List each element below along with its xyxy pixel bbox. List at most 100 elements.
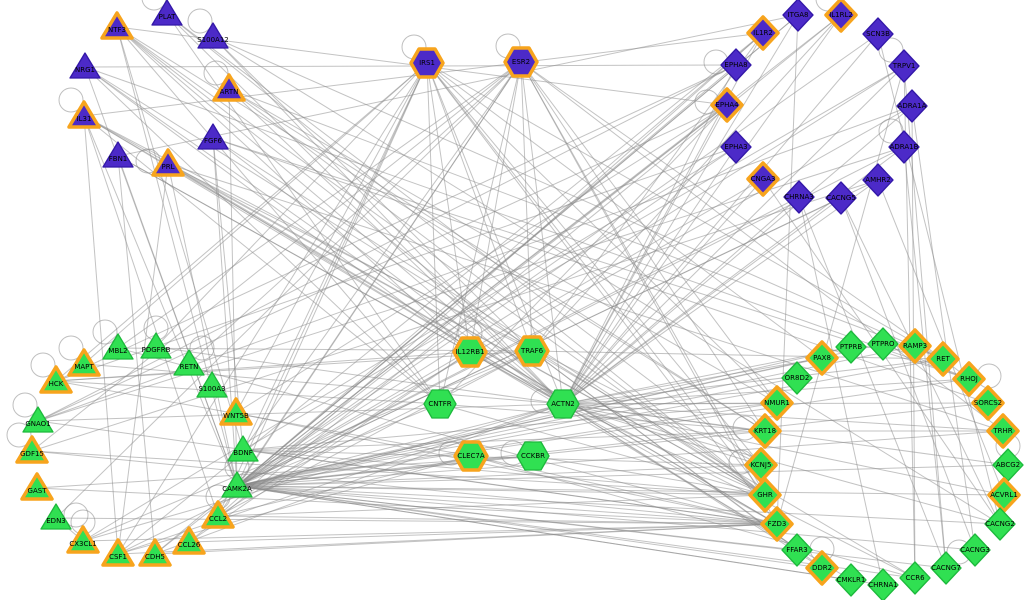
- self-loop-PLAT: [141, 0, 167, 11]
- edge-ITGA8-FZD3: [776, 14, 799, 525]
- edge-IRS1-MAPT: [83, 62, 428, 365]
- node-FGF6[interactable]: FGF6: [197, 123, 229, 150]
- diamond-node-shape: [867, 327, 899, 361]
- edge-ACTN2-CAMK2A: [236, 403, 564, 487]
- node-IL1R2[interactable]: IL1R2: [746, 15, 780, 51]
- edge-GHR-CCL2: [217, 494, 766, 517]
- edge-NTF3-CNTFR: [116, 26, 441, 405]
- node-CLEC7A[interactable]: CLEC7A: [453, 440, 489, 472]
- edge-FZD3-EDN3: [55, 517, 778, 525]
- node-CACNG7[interactable]: CACNG7: [930, 551, 962, 585]
- node-SORCS2[interactable]: SORCS2: [971, 385, 1005, 421]
- edge-CLEC7A-FZD3: [470, 455, 778, 525]
- edge-EPHA3-CX3CL1: [82, 146, 737, 542]
- edge-CNGA3-CAMK2A: [236, 178, 764, 487]
- edge-EPHA8-HCK: [55, 64, 737, 382]
- node-RET[interactable]: RET: [926, 341, 960, 377]
- edge-FBN1-CAMK2A: [117, 155, 238, 487]
- edge-TRAF6-CX3CL1: [82, 350, 533, 542]
- node-TRHR[interactable]: TRHR: [986, 413, 1020, 449]
- node-RHOJ[interactable]: RHOJ: [952, 361, 986, 397]
- edge-EPHA3-HCK: [55, 146, 737, 382]
- node-TRAF6[interactable]: TRAF6: [514, 335, 550, 367]
- node-PAX8[interactable]: PAX8: [805, 340, 839, 376]
- node-CX3CL1[interactable]: CX3CL1: [66, 525, 100, 554]
- node-ACVRL1[interactable]: ACVRL1: [987, 477, 1021, 513]
- node-FBN1[interactable]: FBN1: [102, 141, 134, 168]
- edge-NTF3-BDNF: [116, 26, 244, 451]
- diamond-node-shape: [930, 551, 962, 585]
- edge-CACNG5-CACNG2: [840, 197, 1001, 525]
- triangle-node-shape: [40, 503, 72, 530]
- node-GNAO1[interactable]: GNAO1: [22, 406, 54, 433]
- node-S100A12[interactable]: S100A12: [197, 22, 229, 49]
- edge-CNTFR-KRT18: [439, 403, 766, 432]
- node-CACNG2[interactable]: CACNG2: [984, 507, 1016, 541]
- edge-ACTN2-PDGFRB: [155, 346, 564, 405]
- node-RAMP3[interactable]: RAMP3: [898, 328, 932, 364]
- edge-ADRA1A-CAMK2A: [236, 105, 913, 487]
- node-CSF1[interactable]: CSF1: [101, 538, 135, 567]
- node-FFAR3[interactable]: FFAR3: [781, 533, 813, 567]
- edge-FGF6-ACTN2: [212, 137, 564, 405]
- node-ADRA1A[interactable]: ADRA1A: [896, 89, 928, 123]
- edge-NRG1-EPHA8: [84, 64, 737, 68]
- node-IRS1[interactable]: IRS1: [409, 47, 445, 79]
- node-ADRA1B[interactable]: ADRA1B: [888, 130, 920, 164]
- diamond-node-shape: [899, 561, 931, 595]
- self-loop-GNAO1: [12, 392, 38, 418]
- edge-FGF6-BDNF: [212, 137, 244, 451]
- node-NRG1[interactable]: NRG1: [69, 52, 101, 79]
- edge-IRS1-RET: [426, 62, 944, 360]
- triangle-node-shape: [67, 348, 101, 377]
- edge-ESR2-NMUR1: [520, 61, 778, 404]
- node-CMKLR1[interactable]: CMKLR1: [835, 563, 867, 597]
- node-ESR2[interactable]: ESR2: [503, 46, 539, 78]
- node-PTPRB[interactable]: PTPRB: [835, 330, 867, 364]
- node-GDF15[interactable]: GDF15: [15, 435, 49, 464]
- node-TRPV1[interactable]: TRPV1: [888, 49, 920, 83]
- edge-IL12RB1-CCR6: [469, 351, 916, 579]
- edge-PTPRO-RHOJ: [882, 343, 970, 380]
- node-AMHR2[interactable]: AMHR2: [862, 163, 894, 197]
- diamond-node-shape: [959, 533, 991, 567]
- diamond-node-shape: [971, 385, 1005, 421]
- edge-EPHA3-CAMK2A: [236, 146, 737, 487]
- edge-CAMK2A-KCNJ5: [236, 464, 762, 487]
- edge-FGF6-CAMK2A: [212, 137, 238, 487]
- edge-ESR2-ACTN2: [520, 61, 564, 405]
- node-HCK[interactable]: HCK: [39, 365, 73, 394]
- node-CACNG3[interactable]: CACNG3: [959, 533, 991, 567]
- node-PLAT[interactable]: PLAT: [151, 0, 183, 26]
- edge-IL31-CSF1: [83, 115, 119, 555]
- diamond-node-shape: [862, 163, 894, 197]
- edge-FZD3-CX3CL1: [82, 523, 778, 542]
- node-MAPT[interactable]: MAPT: [67, 348, 101, 377]
- edge-IRS1-WNT5B: [235, 62, 428, 414]
- edge-IRS1-NMUR1: [426, 62, 778, 404]
- diamond-node-shape: [896, 89, 928, 123]
- self-loop-HCK: [30, 352, 56, 378]
- node-CHRNA1[interactable]: CHRNA1: [867, 568, 899, 600]
- edge-ESR2-GHR: [520, 61, 766, 496]
- edge-TRAF6-CCR6: [531, 350, 916, 579]
- edge-IL31-CAMK2A: [83, 115, 238, 487]
- triangle-node-shape: [140, 332, 172, 359]
- diamond-node-shape: [781, 533, 813, 567]
- node-MBL2[interactable]: MBL2: [102, 333, 134, 360]
- triangle-node-shape: [212, 73, 246, 102]
- diamond-node-shape: [835, 563, 867, 597]
- diamond-node-shape: [783, 180, 815, 214]
- nodes-layer: NTF3PLATS100A12NRG1ARTNIL31FGF6FBN1PRLIR…: [15, 0, 1024, 600]
- node-CCR6[interactable]: CCR6: [899, 561, 931, 595]
- node-ABCG2[interactable]: ABCG2: [992, 448, 1024, 482]
- node-NTF3[interactable]: NTF3: [100, 11, 134, 40]
- node-GAST[interactable]: GAST: [20, 472, 54, 501]
- node-IL12RB1[interactable]: IL12RB1: [452, 336, 488, 368]
- node-SCN3B[interactable]: SCN3B: [862, 17, 894, 51]
- edge-FZD3-CDH5: [154, 523, 778, 555]
- diamond-node-shape: [867, 568, 899, 600]
- node-ITGA8[interactable]: ITGA8: [782, 0, 814, 32]
- triangle-node-shape: [22, 406, 54, 433]
